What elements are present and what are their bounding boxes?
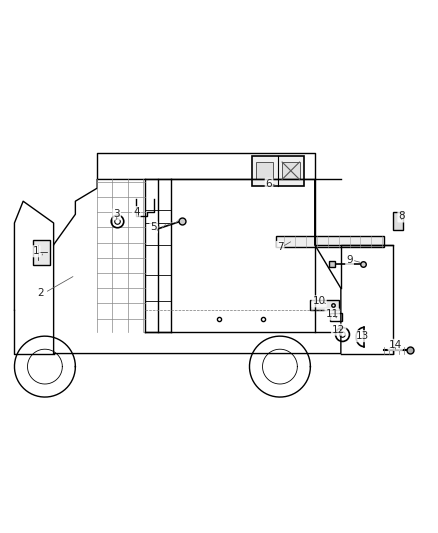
Bar [282,162,300,180]
Text: 11: 11 [325,309,339,319]
Bar [311,301,339,310]
Bar [256,162,273,180]
Text: 4: 4 [133,207,140,217]
FancyBboxPatch shape [33,239,50,265]
Bar [393,212,403,230]
Text: 1: 1 [33,246,39,256]
Text: 10: 10 [313,296,326,306]
Bar [252,156,304,186]
Text: 14: 14 [389,340,402,350]
Text: 5: 5 [150,222,157,232]
Text: 2: 2 [37,288,44,297]
Text: 7: 7 [277,242,283,252]
Bar [330,313,342,321]
Text: 8: 8 [399,212,405,221]
Text: 6: 6 [266,179,272,189]
FancyBboxPatch shape [276,236,385,247]
Text: 9: 9 [346,255,353,265]
Text: 3: 3 [113,209,120,219]
Text: 13: 13 [356,331,369,341]
Text: 12: 12 [332,325,345,335]
